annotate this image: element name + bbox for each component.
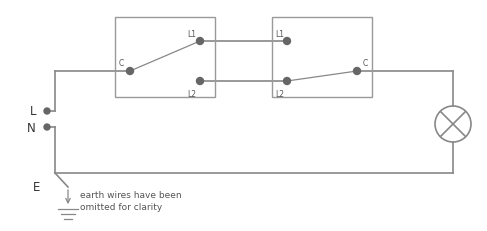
Bar	[115, 18, 215, 97]
Circle shape	[354, 68, 360, 75]
Text: L1: L1	[276, 30, 284, 39]
Circle shape	[283, 78, 291, 85]
Circle shape	[196, 78, 204, 85]
Text: L2: L2	[187, 90, 196, 99]
Circle shape	[44, 125, 50, 131]
Text: C: C	[363, 59, 368, 68]
Bar	[272, 18, 372, 97]
Text: L2: L2	[276, 90, 284, 99]
Text: C: C	[119, 59, 124, 68]
Text: E: E	[33, 181, 40, 194]
Text: L1: L1	[187, 30, 196, 39]
Text: N: N	[27, 121, 36, 134]
Text: earth wires have been: earth wires have been	[80, 191, 182, 200]
Circle shape	[44, 109, 50, 115]
Text: L: L	[30, 105, 36, 118]
Circle shape	[196, 38, 204, 45]
Circle shape	[283, 38, 291, 45]
Circle shape	[127, 68, 133, 75]
Text: omitted for clarity: omitted for clarity	[80, 203, 162, 212]
